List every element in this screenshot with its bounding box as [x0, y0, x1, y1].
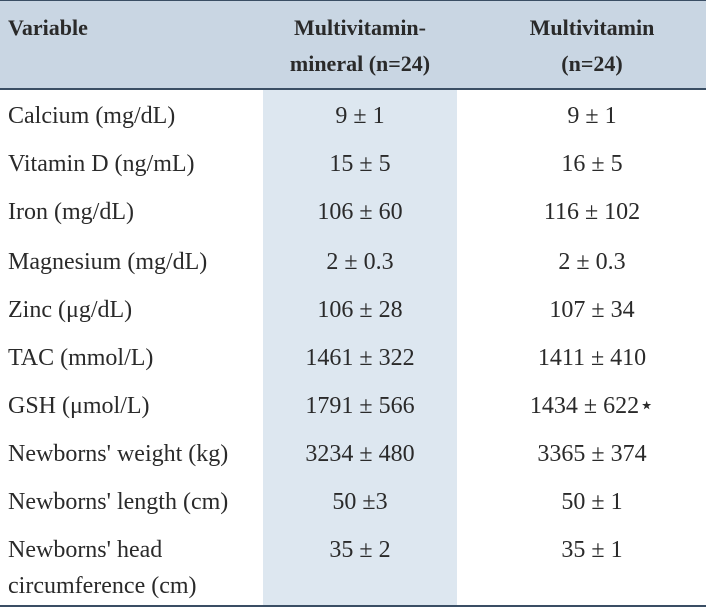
row-col1-value: 106 ± 60 [317, 199, 403, 225]
table-row: Iron (mg/dL) 106 ± 60 116 ± 102 [0, 188, 706, 236]
row-variable: TAC (mmol/L) [8, 345, 154, 371]
highlighted-column-band [263, 90, 457, 605]
row-variable: Calcium (mg/dL) [8, 103, 176, 129]
row-col2-value: 1411 ± 410 [537, 345, 647, 371]
row-variable: Newborns' weight (kg) [8, 441, 229, 467]
row-col2-value: 9 ± 1 [567, 103, 617, 129]
row-variable: Zinc (μg/dL) [8, 297, 133, 323]
table-row: Vitamin D (ng/mL) 15 ± 5 16 ± 5 [0, 140, 706, 188]
row-col2-value: 107 ± 34 [549, 297, 635, 323]
row-col1-value: 3234 ± 480 [305, 441, 415, 467]
row-col1-value: 35 ± 2 [329, 537, 391, 563]
row-col2-value: 116 ± 102 [543, 199, 641, 225]
row-col2-value: 35 ± 1 [561, 537, 623, 563]
row-col1-value: 106 ± 28 [317, 297, 403, 323]
top-rule [0, 0, 706, 1]
row-col2-value: 16 ± 5 [561, 151, 623, 177]
header-col1-line2: mineral (n=24) [289, 51, 431, 76]
header-multivitamin: Multivitamin (n=24) [490, 10, 694, 82]
row-col2-value: 1434 ± 622⋆ [529, 393, 655, 419]
row-variable: Newborns' head circumference (cm) [8, 532, 197, 604]
header-col2-line1: Multivitamin [529, 15, 655, 40]
table-header [0, 0, 706, 88]
row-variable: Vitamin D (ng/mL) [8, 151, 195, 177]
row-col2-value: 2 ± 0.3 [558, 249, 626, 275]
table-row: GSH (μmol/L) 1791 ± 566 1434 ± 622⋆ [0, 382, 706, 430]
bottom-rule [0, 605, 706, 607]
header-multivitamin-mineral: Multivitamin- mineral (n=24) [263, 10, 457, 82]
row-variable-line2: circumference (cm) [8, 573, 197, 599]
header-col2-line2: (n=24) [561, 51, 623, 76]
table-row: Newborns' weight (kg) 3234 ± 480 3365 ± … [0, 430, 706, 478]
row-variable-line1: Newborns' head [8, 537, 163, 563]
header-col1-line1: Multivitamin- [294, 15, 426, 40]
row-variable: Iron (mg/dL) [8, 199, 134, 225]
table-row: Zinc (μg/dL) 106 ± 28 107 ± 34 [0, 286, 706, 334]
table-row: Magnesium (mg/dL) 2 ± 0.3 2 ± 0.3 [0, 238, 706, 286]
row-variable: Newborns' length (cm) [8, 489, 229, 515]
row-variable: Magnesium (mg/dL) [8, 249, 208, 275]
table-row: TAC (mmol/L) 1461 ± 322 1411 ± 410 [0, 334, 706, 382]
header-variable: Variable [8, 15, 88, 40]
row-col2-value: 3365 ± 374 [537, 441, 647, 467]
row-col1-value: 2 ± 0.3 [326, 249, 394, 275]
table-row: Calcium (mg/dL) 9 ± 1 9 ± 1 [0, 92, 706, 140]
header-rule [0, 88, 706, 90]
row-col1-value: 9 ± 1 [335, 103, 385, 129]
table-row: Newborns' length (cm) 50 ±3 50 ± 1 [0, 478, 706, 526]
row-col1-value: 15 ± 5 [329, 151, 391, 177]
table-row: Newborns' head circumference (cm) 35 ± 2… [0, 526, 706, 604]
row-variable: GSH (μmol/L) [8, 393, 150, 419]
row-col1-value: 50 ±3 [332, 489, 388, 515]
row-col1-value: 1461 ± 322 [305, 345, 415, 371]
row-col2-value: 50 ± 1 [561, 489, 623, 515]
row-col1-value: 1791 ± 566 [305, 393, 415, 419]
